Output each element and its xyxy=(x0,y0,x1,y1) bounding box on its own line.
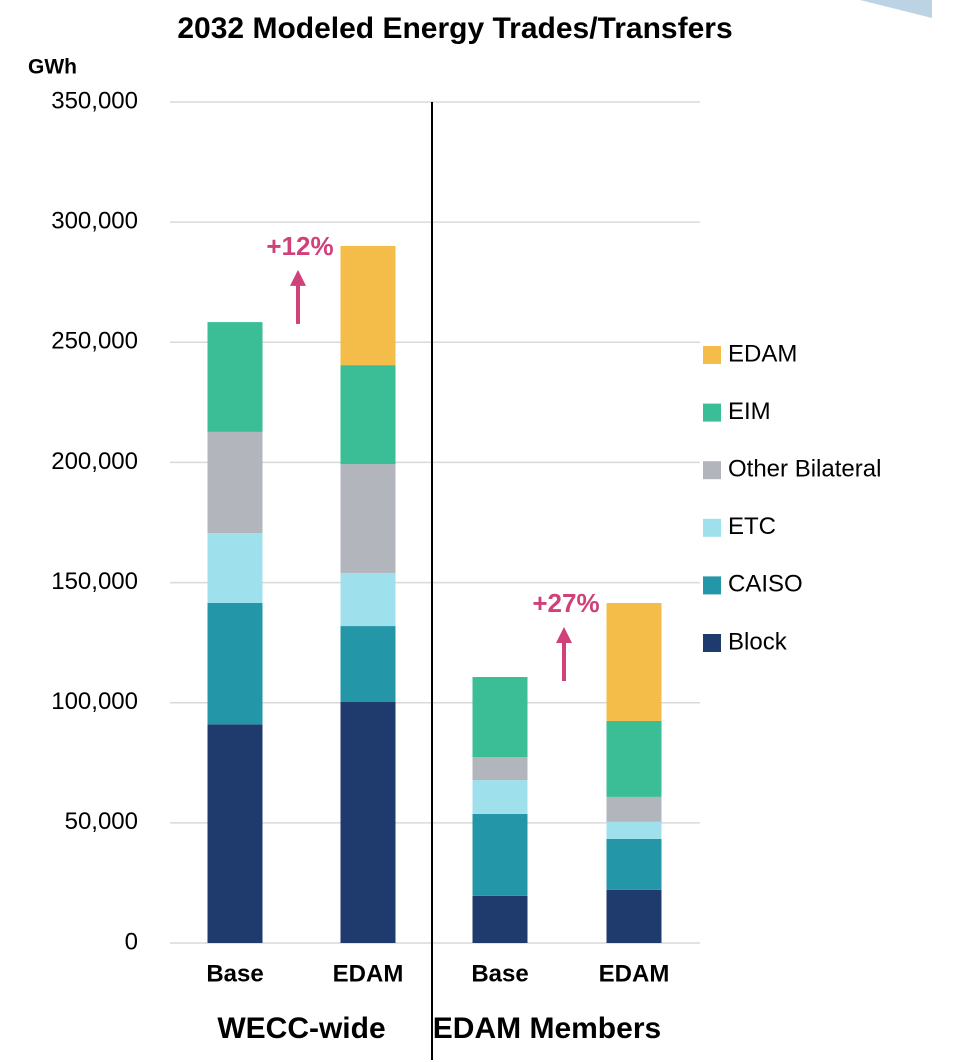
bar-segment xyxy=(207,533,263,603)
legend-label: CAISO xyxy=(728,571,803,598)
bar-segment xyxy=(340,464,396,573)
legend-label: Block xyxy=(728,628,788,655)
annotation: +12% xyxy=(266,231,333,261)
bar-segment xyxy=(340,245,396,366)
legend-label: Other Bilateral xyxy=(728,456,881,483)
bar-segment xyxy=(207,602,263,725)
bar-segment xyxy=(472,780,528,814)
legend-swatch xyxy=(703,346,721,364)
y-tick-label: 100,000 xyxy=(51,688,138,715)
legend-label: ETC xyxy=(728,513,776,540)
bar-segment xyxy=(340,365,396,465)
bar-segment xyxy=(207,431,263,534)
bar-segment xyxy=(472,813,528,896)
annotation-arrowhead xyxy=(556,626,572,643)
legend-swatch xyxy=(703,403,721,422)
y-tick-label: 150,000 xyxy=(51,568,138,595)
bar-segment xyxy=(606,821,662,839)
bar-segment xyxy=(207,724,263,943)
group-label: WECC-wide xyxy=(217,1012,385,1045)
bar-segment xyxy=(606,602,662,721)
chart-title: 2032 Modeled Energy Trades/Transfers xyxy=(177,12,732,45)
x-tick-label: EDAM xyxy=(333,960,404,987)
y-tick-label: 250,000 xyxy=(51,328,138,355)
y-tick-label: 50,000 xyxy=(65,808,138,835)
bar-segment xyxy=(606,720,662,797)
bar-segment xyxy=(340,701,396,943)
bar-segment xyxy=(340,626,396,702)
bar-segment xyxy=(606,889,662,943)
y-tick-label: 350,000 xyxy=(51,87,138,114)
bar-segment xyxy=(606,838,662,890)
x-tick-label: Base xyxy=(206,960,263,987)
annotation: +27% xyxy=(532,588,599,618)
bar-segment xyxy=(472,757,528,781)
group-label: EDAM Members xyxy=(433,1012,661,1045)
legend-swatch xyxy=(703,576,721,595)
legend-swatch xyxy=(703,634,721,652)
y-tick-label: 0 xyxy=(125,928,138,955)
legend-label: EDAM xyxy=(728,340,797,367)
legend-swatch xyxy=(703,461,721,480)
decoration xyxy=(860,0,932,18)
bar-segment xyxy=(207,322,263,432)
legend-label: EIM xyxy=(728,398,771,425)
annotation-arrowhead xyxy=(290,269,306,286)
bar-segment xyxy=(340,572,396,627)
x-tick-label: EDAM xyxy=(599,960,670,987)
bar-segment xyxy=(472,677,528,758)
y-tick-label: 300,000 xyxy=(51,207,138,234)
y-axis-label: GWh xyxy=(28,56,77,79)
y-tick-label: 200,000 xyxy=(51,448,138,475)
bar-segment xyxy=(606,796,662,822)
bar-segment xyxy=(472,895,528,943)
x-tick-label: Base xyxy=(471,960,528,987)
legend-swatch xyxy=(703,518,721,537)
